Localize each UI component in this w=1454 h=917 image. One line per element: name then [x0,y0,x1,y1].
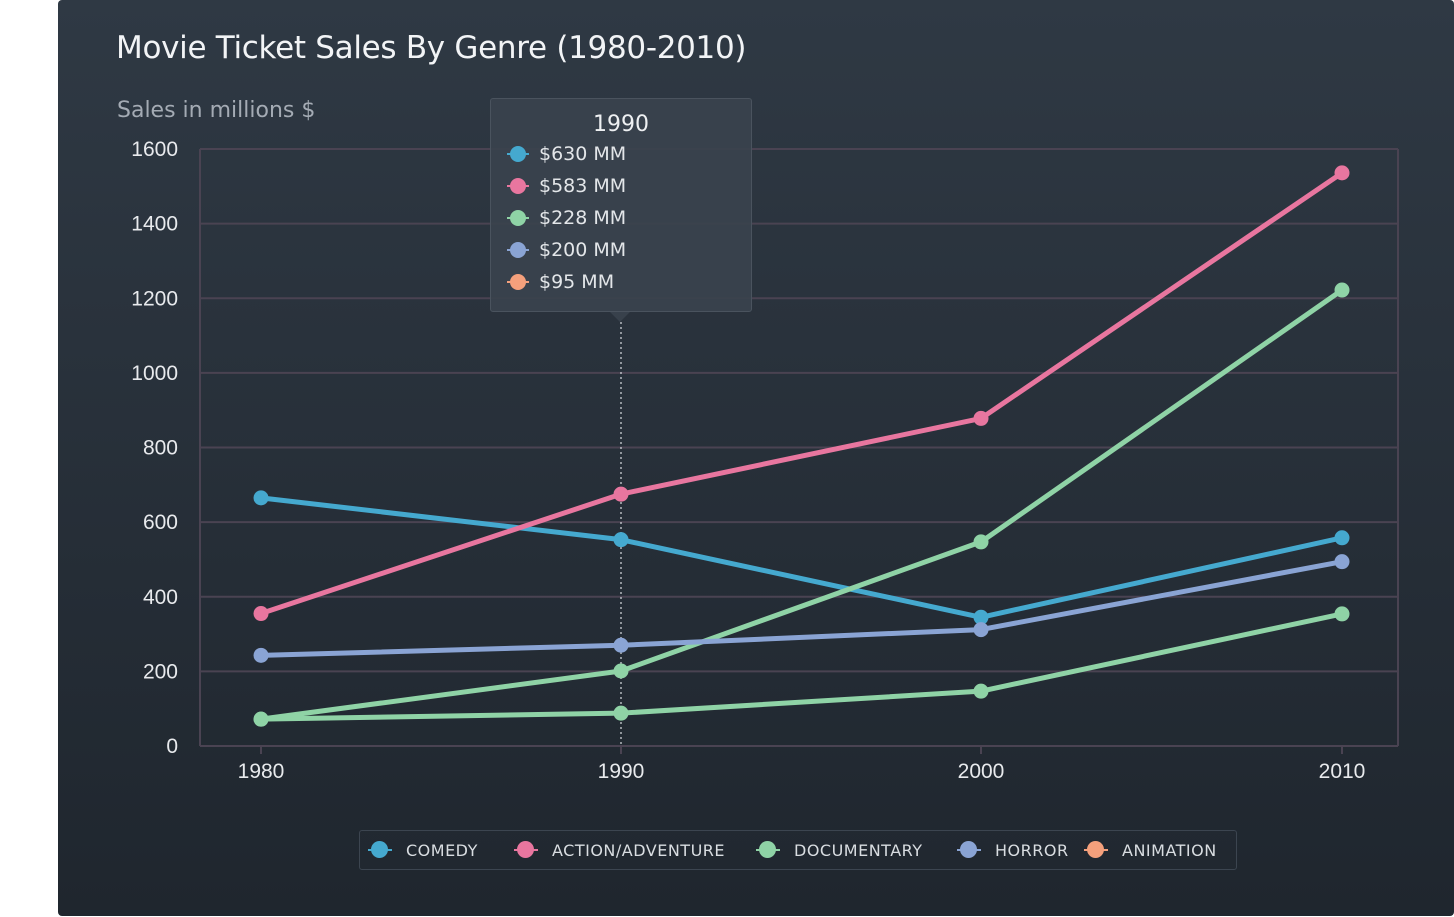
x-tick-label: 2010 [1319,760,1366,783]
tooltip-swatch-icon [507,145,529,163]
y-tick-label: 1400 [131,213,178,236]
data-point [613,705,629,721]
y-tick-label: 0 [166,735,178,758]
data-point [253,711,269,727]
grid-lines [199,148,1399,754]
tooltip-value: $583 MM [539,175,627,197]
data-point [613,486,629,502]
x-tick-labels: 1980 1990 2000 2010 [238,760,1366,783]
series-line [258,170,1345,617]
y-tick-label: 800 [143,437,178,460]
data-point [253,647,269,663]
series-line [258,559,1345,658]
tooltip: 1990 $630 MM $583 MM $228 MM $200 MM $95… [490,98,752,312]
data-point [973,410,989,426]
legend-label: COMEDY [406,840,478,860]
data-point [613,532,629,548]
legend-swatch-icon [756,841,780,859]
tooltip-swatch-icon [507,209,529,227]
tooltip-swatch-icon [507,177,529,195]
series-line [258,495,1345,620]
data-point [613,663,629,679]
series-line [258,287,1345,722]
data-point [1334,554,1350,570]
tooltip-title: 1990 [593,112,649,137]
chart-title: Movie Ticket Sales By Genre (1980-2010) [116,30,747,66]
data-point [253,606,269,622]
legend-label: ACTION/ADVENTURE [552,840,725,860]
data-point [973,683,989,699]
chart-card: Movie Ticket Sales By Genre (1980-2010) … [58,0,1454,916]
y-axis-label: Sales in millions $ [117,98,316,123]
legend-label: DOCUMENTARY [794,840,923,860]
tooltip-row: $95 MM [507,270,614,294]
legend-item-horror[interactable]: HORROR [957,831,1069,869]
tooltip-value: $200 MM [539,239,627,261]
data-point [973,609,989,625]
tooltip-row: $228 MM [507,206,626,230]
tooltip-value: $630 MM [539,143,627,165]
y-tick-label: 1600 [131,138,178,161]
legend-swatch-icon [368,841,392,859]
tooltip-row: $200 MM [507,238,626,262]
x-tick-label: 1990 [598,760,645,783]
legend-item-action-adventure[interactable]: ACTION/ADVENTURE [514,831,725,869]
legend-item-animation[interactable]: ANIMATION [1084,831,1217,869]
tooltip-row: $630 MM [507,142,626,166]
legend: COMEDY ACTION/ADVENTURE DOCUMENTARY HORR… [359,830,1237,870]
tooltip-swatch-icon [507,241,529,259]
x-tick-label: 1980 [238,760,285,783]
tooltip-value: $228 MM [539,207,627,229]
y-tick-label: 1200 [131,287,178,310]
legend-swatch-icon [1084,841,1108,859]
data-point [1334,606,1350,622]
y-tick-labels: 0 200 400 600 800 1000 1200 1400 1600 [131,138,178,758]
x-tick-label: 2000 [958,760,1005,783]
data-point [1334,530,1350,546]
legend-swatch-icon [514,841,538,859]
legend-swatch-icon [957,841,981,859]
tooltip-row: $583 MM [507,174,626,198]
series-line [258,611,1345,722]
legend-label: HORROR [995,840,1069,860]
tooltip-value: $95 MM [539,271,615,293]
y-tick-label: 200 [143,660,178,683]
data-point [613,637,629,653]
data-point [253,490,269,506]
data-point [1334,282,1350,298]
tooltip-pointer-icon [610,312,630,322]
line-chart[interactable]: 0 200 400 600 800 1000 1200 1400 1600 1980 1990 20… [58,0,1454,916]
y-tick-label: 600 [143,511,178,534]
data-point [973,534,989,550]
data-point [973,622,989,638]
y-tick-label: 1000 [131,362,178,385]
legend-item-comedy[interactable]: COMEDY [368,831,478,869]
series-points [253,165,1350,727]
tooltip-swatch-icon [507,273,529,291]
data-point [1334,165,1350,181]
legend-item-documentary[interactable]: DOCUMENTARY [756,831,923,869]
series-lines [258,170,1345,722]
y-tick-label: 400 [143,586,178,609]
legend-label: ANIMATION [1122,840,1217,860]
